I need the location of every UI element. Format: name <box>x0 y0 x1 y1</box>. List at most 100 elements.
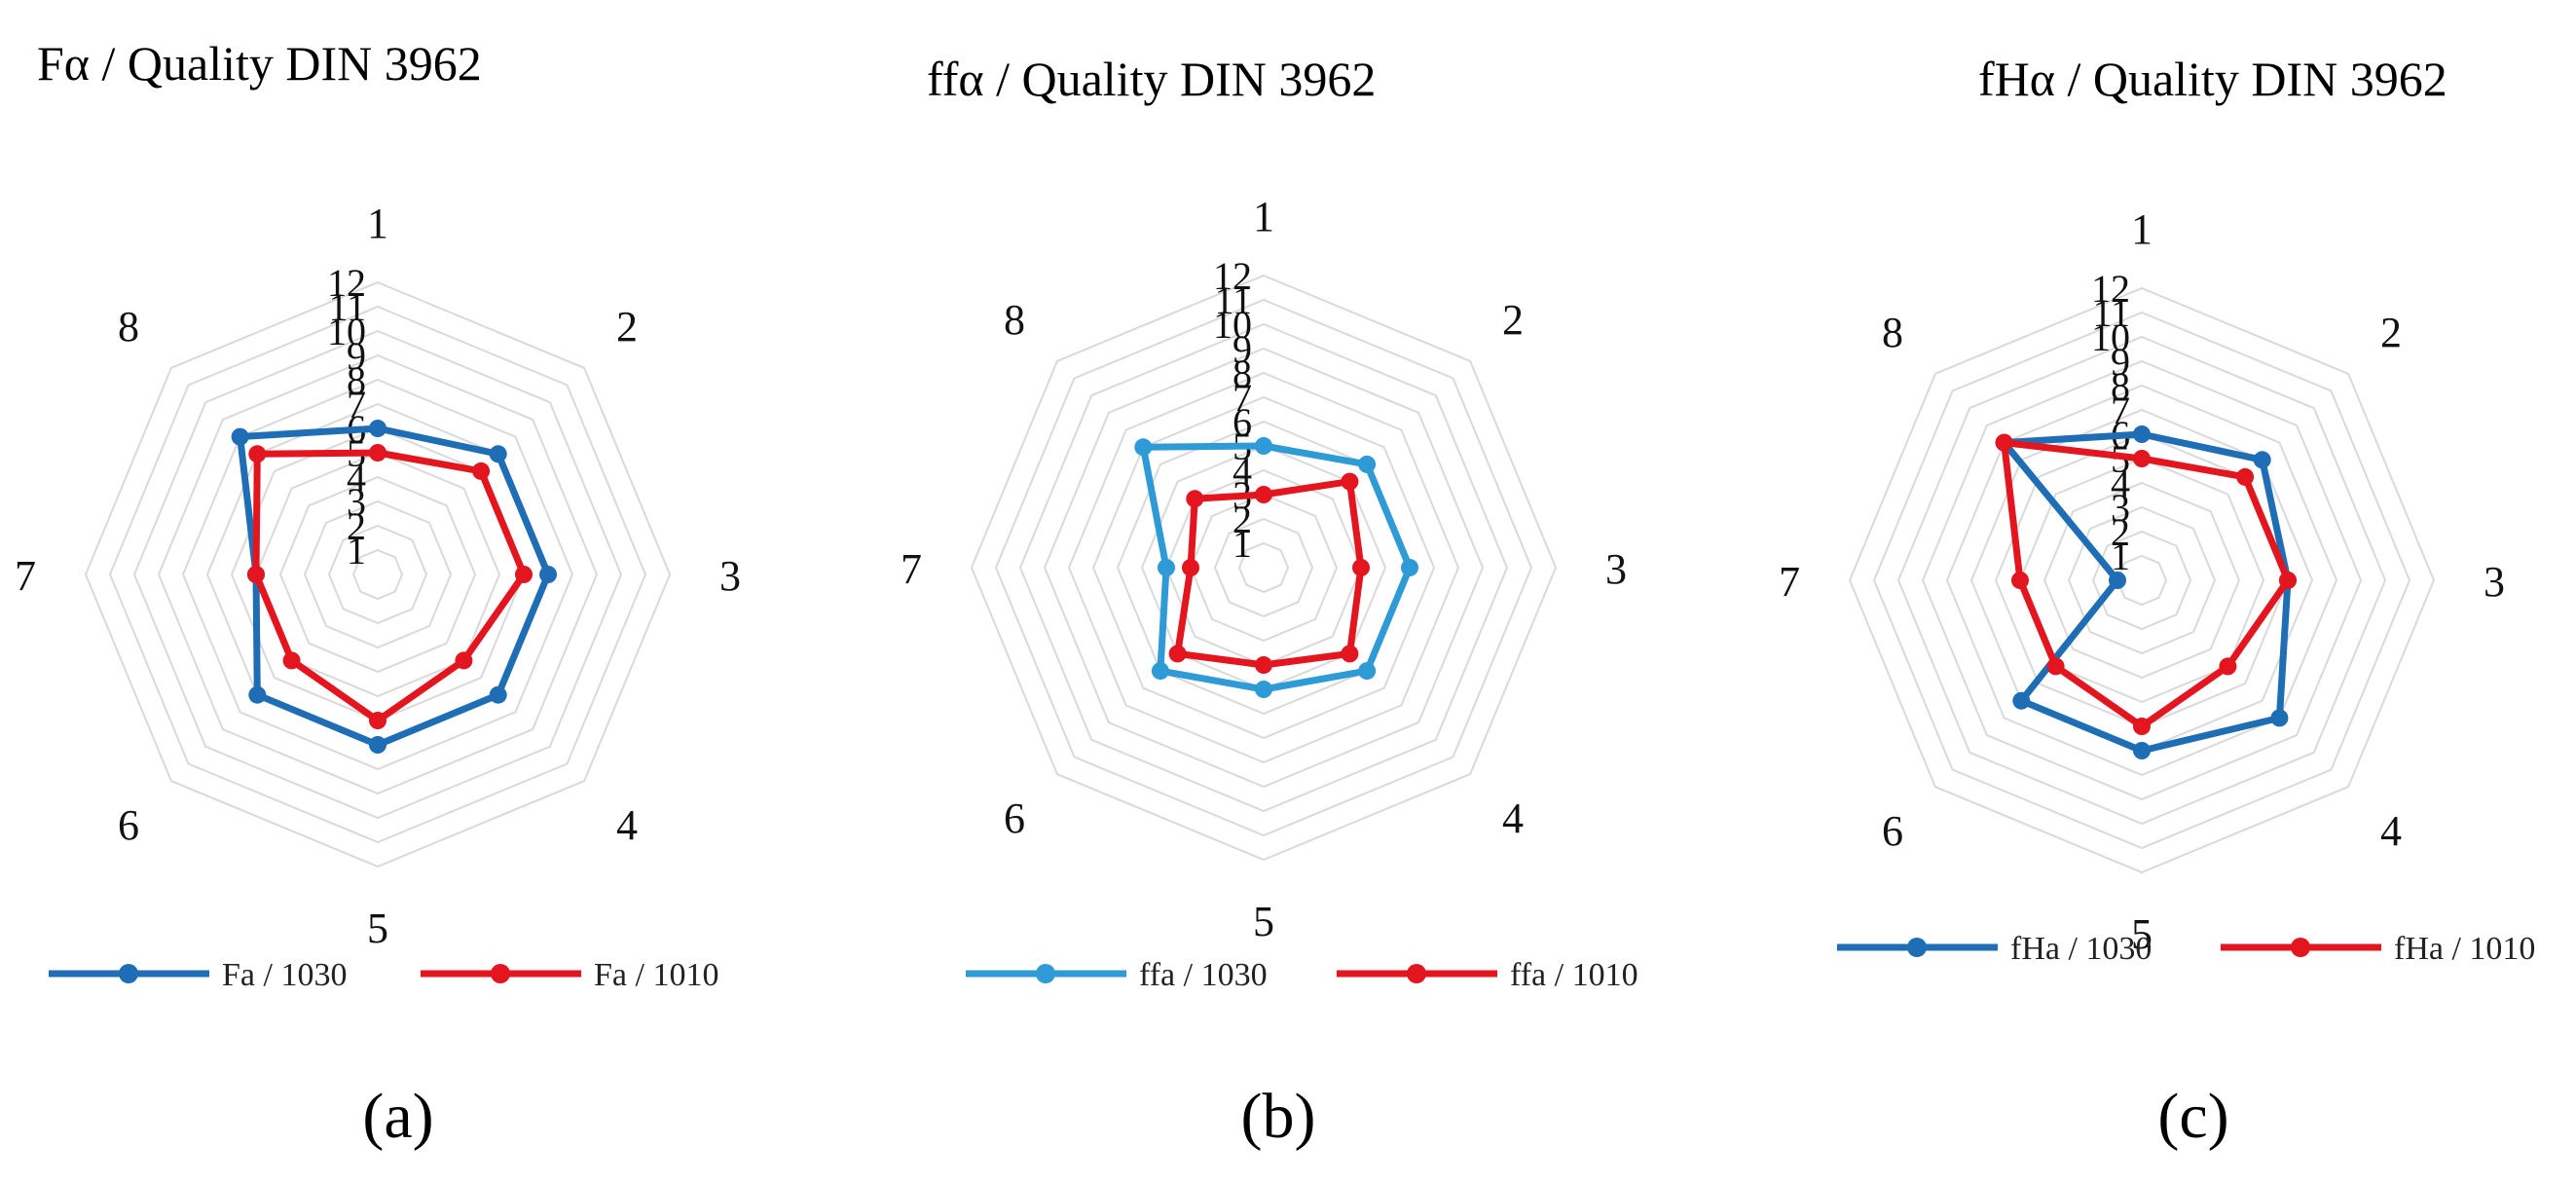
grid-ring-b-12 <box>970 274 1558 862</box>
grid-ring-a-11 <box>108 305 647 844</box>
data-point-a-2-3 <box>515 566 533 583</box>
grid-ring-b-3 <box>1189 493 1339 643</box>
radial-tick-a-1: 1 <box>347 529 366 573</box>
radial-tick-a-2: 2 <box>347 504 366 548</box>
data-point-b-1-6 <box>1151 662 1169 681</box>
data-point-b-1-8 <box>1134 438 1153 457</box>
radial-tick-a-3: 3 <box>347 480 366 524</box>
data-point-c-2-1 <box>2133 450 2151 467</box>
data-point-b-1-2 <box>1358 455 1377 473</box>
legend-label: fHa / 1030 <box>2010 931 2152 967</box>
legend-label: ffa / 1030 <box>1139 957 1268 993</box>
grid-ring-c-8 <box>1945 384 2338 777</box>
radial-tick-c-11: 11 <box>2092 291 2130 335</box>
radial-tick-c-8: 8 <box>2111 364 2130 408</box>
data-point-c-2-3 <box>2279 572 2297 589</box>
grid-ring-c-5 <box>2018 457 2265 704</box>
data-point-a-2-6 <box>282 651 301 670</box>
category-label-b-2: 2 <box>1502 296 1524 344</box>
grid-ring-b-7 <box>1091 395 1436 740</box>
legend-label: fHa / 1010 <box>2394 931 2535 967</box>
grid-ring-c-4 <box>2042 481 2241 680</box>
radial-tick-b-2: 2 <box>1233 498 1252 541</box>
radial-tick-a-7: 7 <box>347 383 366 426</box>
data-point-a-2-2 <box>472 462 491 480</box>
radial-tick-a-9: 9 <box>347 334 366 378</box>
category-label-b-8: 8 <box>1004 296 1025 344</box>
data-point-c-2-6 <box>2046 657 2065 676</box>
category-label-a-3: 3 <box>719 552 741 600</box>
chart-title-a: Fα / Quality DIN 3962 <box>37 36 482 91</box>
data-point-b-2-7 <box>1182 559 1199 576</box>
category-label-c-8: 8 <box>1882 309 1903 356</box>
category-label-a-6: 6 <box>118 801 139 849</box>
category-label-c-1: 1 <box>2131 205 2153 253</box>
legend-label: Fa / 1010 <box>594 957 718 993</box>
category-label-c-6: 6 <box>1882 807 1903 855</box>
legend-swatch-marker <box>119 964 138 983</box>
grid-ring-b-9 <box>1043 347 1485 789</box>
radar-panel-c: fHα / Quality DIN 3962 12345678123456789… <box>1779 52 2535 1152</box>
category-label-b-6: 6 <box>1004 794 1025 842</box>
legend-label: Fa / 1030 <box>222 957 347 993</box>
radar-panel-a: Fα / Quality DIN 3962 123456781234567891… <box>15 36 741 1152</box>
data-point-a-1-6 <box>248 685 267 704</box>
radial-tick-b-12: 12 <box>1213 254 1252 298</box>
data-point-b-2-2 <box>1341 472 1359 491</box>
grid-ring-a-3 <box>303 499 453 649</box>
radial-tick-c-3: 3 <box>2111 486 2130 530</box>
radial-tick-b-4: 4 <box>1233 449 1252 493</box>
category-label-a-8: 8 <box>118 303 139 351</box>
grid-ring-a-4 <box>278 475 477 674</box>
legend-item-a-2: Fa / 1010 <box>421 957 718 993</box>
data-point-b-2-4 <box>1341 645 1359 663</box>
subfigure-label-a: (a) <box>362 1081 433 1152</box>
data-point-c-1-1 <box>2133 425 2151 443</box>
grid-ring-c-9 <box>1921 359 2363 801</box>
grid-ring-b-2 <box>1213 517 1314 618</box>
data-point-b-1-1 <box>1255 437 1272 455</box>
category-label-b-7: 7 <box>901 545 922 593</box>
category-label-b-5: 5 <box>1253 898 1274 945</box>
category-label-b-1: 1 <box>1253 193 1274 240</box>
grid-ring-a-10 <box>132 329 623 820</box>
radial-tick-b-7: 7 <box>1233 376 1252 420</box>
data-point-b-2-6 <box>1168 645 1187 663</box>
data-point-a-1-3 <box>539 566 557 583</box>
radial-tick-c-2: 2 <box>2111 510 2130 554</box>
grid-ring-c-11 <box>1872 311 2411 850</box>
radial-tick-a-12: 12 <box>327 261 366 305</box>
data-point-b-2-5 <box>1255 656 1272 674</box>
data-point-a-2-1 <box>369 444 386 462</box>
data-point-b-2-3 <box>1352 559 1370 576</box>
radial-tick-b-11: 11 <box>1214 278 1252 322</box>
data-point-a-2-7 <box>247 566 265 583</box>
category-label-a-4: 4 <box>616 801 638 849</box>
data-point-a-2-5 <box>369 712 386 729</box>
category-label-c-2: 2 <box>2380 309 2402 356</box>
data-point-a-1-8 <box>231 427 249 446</box>
radial-tick-a-10: 10 <box>327 310 366 353</box>
radial-tick-a-11: 11 <box>328 285 366 329</box>
radial-tick-b-8: 8 <box>1233 351 1252 395</box>
data-point-b-1-3 <box>1401 559 1418 576</box>
subfigure-label-c: (c) <box>2157 1081 2228 1152</box>
legend-swatch-marker <box>1907 938 1927 957</box>
data-point-c-1-7 <box>2109 572 2126 589</box>
category-label-a-1: 1 <box>367 200 388 247</box>
data-point-b-1-5 <box>1255 681 1272 698</box>
series-line-a-2 <box>252 449 528 724</box>
radial-tick-c-4: 4 <box>2111 462 2130 505</box>
chart-title-c: fHα / Quality DIN 3962 <box>1978 52 2447 106</box>
grid-ring-b-8 <box>1067 371 1460 764</box>
grid-ring-a-5 <box>254 451 501 698</box>
data-point-c-2-2 <box>2236 467 2255 486</box>
legend-swatch-marker <box>1407 964 1426 983</box>
data-point-c-1-4 <box>2270 709 2289 727</box>
data-point-b-2-8 <box>1186 490 1204 508</box>
legend-swatch-marker <box>2291 938 2310 957</box>
data-point-c-1-6 <box>2012 691 2031 710</box>
